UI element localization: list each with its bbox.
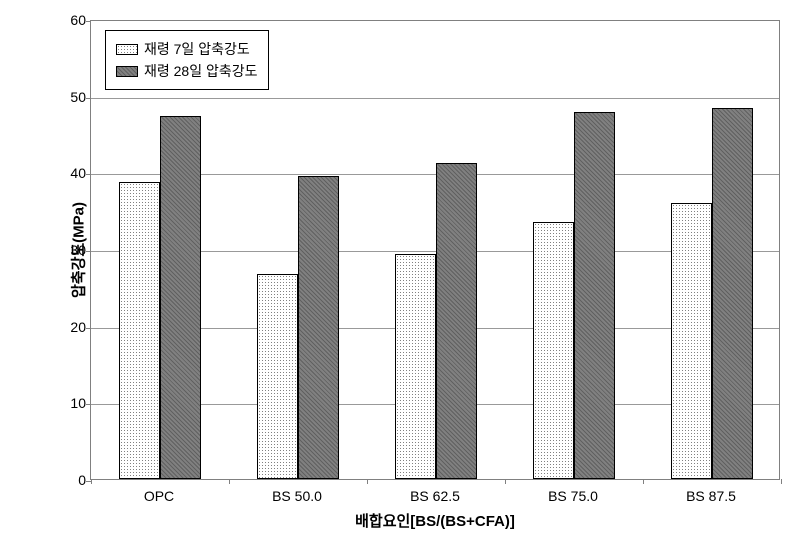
- x-tick-mark: [643, 479, 644, 484]
- y-tick-label: 40: [56, 165, 86, 181]
- x-tick-mark: [781, 479, 782, 484]
- x-tick-label: BS 50.0: [272, 488, 322, 504]
- bar: [671, 203, 712, 479]
- x-tick-label: BS 62.5: [410, 488, 460, 504]
- legend: 재령 7일 압축강도재령 28일 압축강도: [105, 30, 269, 90]
- gridline: [91, 98, 779, 99]
- bar: [436, 163, 477, 479]
- x-axis-title: 배합요인[BS/(BS+CFA)]: [90, 510, 780, 531]
- x-tick-label: OPC: [144, 488, 174, 504]
- y-tick-label: 10: [56, 395, 86, 411]
- legend-item: 재령 7일 압축강도: [116, 39, 258, 59]
- bar: [119, 182, 160, 479]
- x-tick-label: BS 87.5: [686, 488, 736, 504]
- x-tick-mark: [505, 479, 506, 484]
- chart-container: 압축강도(MPa) 배합요인[BS/(BS+CFA)] 재령 7일 압축강도재령…: [0, 0, 808, 552]
- legend-swatch: [116, 44, 138, 55]
- y-tick-mark: [86, 251, 91, 252]
- legend-item: 재령 28일 압축강도: [116, 61, 258, 81]
- y-tick-mark: [86, 174, 91, 175]
- bar: [160, 116, 201, 479]
- x-tick-mark: [367, 479, 368, 484]
- y-tick-label: 0: [56, 472, 86, 488]
- bar: [574, 112, 615, 479]
- y-tick-mark: [86, 98, 91, 99]
- bar: [298, 176, 339, 479]
- x-tick-mark: [229, 479, 230, 484]
- y-tick-mark: [86, 328, 91, 329]
- y-tick-label: 20: [56, 319, 86, 335]
- y-tick-mark: [86, 404, 91, 405]
- bar: [395, 254, 436, 479]
- x-tick-mark: [91, 479, 92, 484]
- y-tick-label: 50: [56, 89, 86, 105]
- bar: [257, 274, 298, 479]
- y-tick-label: 30: [56, 242, 86, 258]
- legend-label: 재령 28일 압축강도: [144, 61, 258, 81]
- bar: [533, 222, 574, 479]
- y-tick-label: 60: [56, 12, 86, 28]
- bar: [712, 108, 753, 479]
- legend-swatch: [116, 66, 138, 77]
- y-tick-mark: [86, 21, 91, 22]
- legend-label: 재령 7일 압축강도: [144, 39, 250, 59]
- x-tick-label: BS 75.0: [548, 488, 598, 504]
